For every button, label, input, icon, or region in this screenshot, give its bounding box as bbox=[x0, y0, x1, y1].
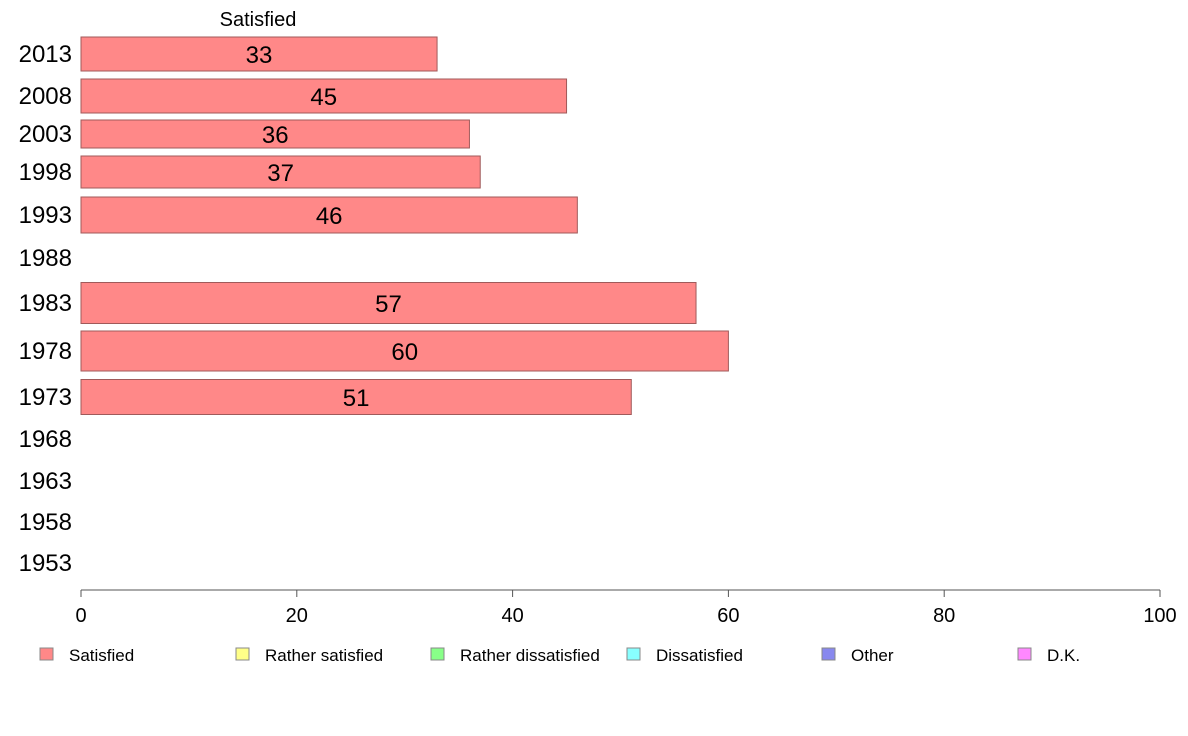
bar-1998-0 bbox=[80, 155, 481, 189]
legend-swatch-0 bbox=[39, 647, 54, 661]
bar-1983-0 bbox=[80, 282, 697, 324]
legend-label-0: Satisfied bbox=[69, 646, 134, 665]
bar-2013-0 bbox=[80, 36, 438, 72]
legend-swatch-1 bbox=[235, 647, 250, 661]
bar-2008-0 bbox=[80, 78, 568, 114]
legend-label-1: Rather satisfied bbox=[265, 646, 383, 665]
category-labels: 2013 2008 2003 1998 1993 1988 1983 1978 1973 1968… bbox=[19, 41, 72, 577]
data-label-2003-0: 36 bbox=[262, 122, 289, 149]
x-tick-label-80: 80 bbox=[933, 605, 955, 627]
category-label-1993: 1993 bbox=[19, 202, 72, 229]
x-tick-label-100: 100 bbox=[1143, 605, 1176, 627]
x-tick-label-40: 40 bbox=[501, 605, 523, 627]
category-label-2003: 2003 bbox=[19, 121, 72, 148]
bar-1973-0 bbox=[80, 379, 632, 415]
legend-label-4: Other bbox=[851, 646, 894, 665]
legend-swatch-5 bbox=[1017, 647, 1032, 661]
bar-2003-0 bbox=[80, 119, 470, 149]
legend-swatch-4 bbox=[821, 647, 836, 661]
legend-label-2: Rather dissatisfied bbox=[460, 646, 600, 665]
category-label-1998: 1998 bbox=[19, 159, 72, 186]
category-label-2013: 2013 bbox=[19, 41, 72, 68]
data-label-1978-0: 60 bbox=[391, 339, 418, 366]
x-tick-label-20: 20 bbox=[286, 605, 308, 627]
category-label-1963: 1963 bbox=[19, 468, 72, 495]
data-label-2008-0: 45 bbox=[310, 84, 337, 111]
category-label-1988: 1988 bbox=[19, 245, 72, 272]
legend-label-3: Dissatisfied bbox=[656, 646, 743, 665]
category-label-1983: 1983 bbox=[19, 290, 72, 317]
category-label-2008: 2008 bbox=[19, 83, 72, 110]
category-label-1978: 1978 bbox=[19, 338, 72, 365]
x-tick-label-60: 60 bbox=[717, 605, 739, 627]
legend-label-5: D.K. bbox=[1047, 646, 1080, 665]
x-tick-label-0: 0 bbox=[75, 605, 86, 627]
category-label-1953: 1953 bbox=[19, 550, 72, 577]
legend-swatch-2 bbox=[430, 647, 445, 661]
bars: 33 45 36 37 46 57 60 51 bbox=[80, 36, 729, 415]
category-label-1973: 1973 bbox=[19, 384, 72, 411]
legend-swatch-3 bbox=[626, 647, 641, 661]
data-label-1998-0: 37 bbox=[267, 160, 294, 187]
category-label-1958: 1958 bbox=[19, 509, 72, 536]
bar-1993-0 bbox=[80, 196, 578, 234]
bar-1978-0 bbox=[80, 330, 729, 372]
x-axis: 0 20 40 60 80 100 bbox=[75, 589, 1177, 627]
column-header: Satisfied bbox=[220, 9, 297, 31]
data-label-2013-0: 33 bbox=[246, 42, 273, 69]
data-label-1973-0: 51 bbox=[343, 385, 370, 412]
data-label-1983-0: 57 bbox=[375, 291, 402, 318]
category-label-1968: 1968 bbox=[19, 426, 72, 453]
data-label-1993-0: 46 bbox=[316, 203, 343, 230]
legend: Satisfied Rather satisfied Rather dissatis… bbox=[39, 646, 1080, 665]
